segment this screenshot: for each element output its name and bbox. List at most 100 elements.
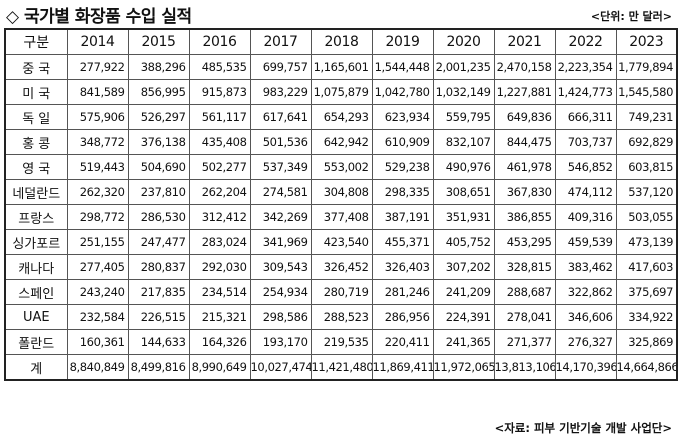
- cell: 11,869,411: [371, 354, 434, 381]
- row-label: 스페인: [4, 279, 68, 305]
- cell: 286,530: [127, 204, 190, 230]
- row-label: 싱가포르: [4, 229, 68, 255]
- cell: 288,523: [310, 304, 373, 330]
- cell: 388,296: [127, 54, 190, 80]
- cell: 666,311: [554, 104, 617, 130]
- cell: 193,170: [249, 329, 312, 355]
- cell: 553,002: [310, 154, 373, 180]
- row-label: 영 국: [4, 154, 68, 180]
- cell: 504,690: [127, 154, 190, 180]
- cell: 14,664,866: [615, 354, 678, 381]
- cell: 13,813,106: [493, 354, 556, 381]
- cell: 537,120: [615, 179, 678, 205]
- cell: 1,075,879: [310, 79, 373, 105]
- cell: 328,815: [493, 254, 556, 280]
- cell: 377,408: [310, 204, 373, 230]
- row-label: UAE: [4, 304, 68, 330]
- cell: 342,269: [249, 204, 312, 230]
- data-row: 폴란드 160,361 144,633 164,326 193,170 219,535 22…: [4, 329, 678, 355]
- cell: 459,539: [554, 229, 617, 255]
- cell: 575,906: [66, 104, 129, 130]
- cell: 286,956: [371, 304, 434, 330]
- cell: 559,795: [432, 104, 495, 130]
- cell: 1,165,601: [310, 54, 373, 80]
- row-label: 중 국: [4, 54, 68, 80]
- cell: 1,227,881: [493, 79, 556, 105]
- cell: 243,240: [66, 279, 129, 305]
- cell: 144,633: [127, 329, 190, 355]
- cell: 856,995: [127, 79, 190, 105]
- cell: 322,862: [554, 279, 617, 305]
- cell: 502,277: [188, 154, 251, 180]
- cell: 298,586: [249, 304, 312, 330]
- cell: 409,316: [554, 204, 617, 230]
- cell: 423,540: [310, 229, 373, 255]
- cell: 220,411: [371, 329, 434, 355]
- import-table: 구분 2014 2015 2016 2017 2018 2019 2020 2021 2022 20…: [4, 28, 678, 381]
- cell: 217,835: [127, 279, 190, 305]
- cell: 226,515: [127, 304, 190, 330]
- row-label: 미 국: [4, 79, 68, 105]
- cell: 1,779,894: [615, 54, 678, 80]
- cell: 304,808: [310, 179, 373, 205]
- cell: 749,231: [615, 104, 678, 130]
- cell: 490,976: [432, 154, 495, 180]
- cell: 278,041: [493, 304, 556, 330]
- cell: 298,335: [371, 179, 434, 205]
- data-row: 스페인 243,240 217,835 234,514 254,934 280,719 28…: [4, 279, 678, 305]
- cell: 11,972,065: [432, 354, 495, 381]
- cell: 841,589: [66, 79, 129, 105]
- cell: 277,922: [66, 54, 129, 80]
- cell: 2016: [188, 28, 251, 55]
- cell: 367,830: [493, 179, 556, 205]
- cell: 832,107: [432, 129, 495, 155]
- cell: 2014: [66, 28, 129, 55]
- data-row: UAE 232,584 226,515 215,321 298,586 288,523 28…: [4, 304, 678, 330]
- row-label: 캐나다: [4, 254, 68, 280]
- cell: 276,327: [554, 329, 617, 355]
- cell: 2,001,235: [432, 54, 495, 80]
- cell: 232,584: [66, 304, 129, 330]
- cell: 473,139: [615, 229, 678, 255]
- cell: 1,545,580: [615, 79, 678, 105]
- cell: 309,543: [249, 254, 312, 280]
- cell: 241,209: [432, 279, 495, 305]
- cell: 2,223,354: [554, 54, 617, 80]
- cell: 241,365: [432, 329, 495, 355]
- cell: 348,772: [66, 129, 129, 155]
- cell: 375,697: [615, 279, 678, 305]
- cell: 546,852: [554, 154, 617, 180]
- cell: 537,349: [249, 154, 312, 180]
- cell: 2022: [554, 28, 617, 55]
- cell: 455,371: [371, 229, 434, 255]
- data-row: 홍 콩 348,772 376,138 435,408 501,536 642,942 61…: [4, 129, 678, 155]
- cell: 983,229: [249, 79, 312, 105]
- cell: 326,452: [310, 254, 373, 280]
- cell: 283,024: [188, 229, 251, 255]
- data-row: 프랑스 298,772 286,530 312,412 342,269 377,408 38…: [4, 204, 678, 230]
- cell: 405,752: [432, 229, 495, 255]
- cell: 703,737: [554, 129, 617, 155]
- cell: 280,719: [310, 279, 373, 305]
- cell: 224,391: [432, 304, 495, 330]
- cell: 1,544,448: [371, 54, 434, 80]
- cell: 251,155: [66, 229, 129, 255]
- unit-note: <단위: 만 달러>: [590, 10, 672, 23]
- row-label: 홍 콩: [4, 129, 68, 155]
- cell: 351,931: [432, 204, 495, 230]
- cell: 247,477: [127, 229, 190, 255]
- cell: 274,581: [249, 179, 312, 205]
- cell: 387,191: [371, 204, 434, 230]
- cell: 603,815: [615, 154, 678, 180]
- cell: 1,424,773: [554, 79, 617, 105]
- cell: 160,361: [66, 329, 129, 355]
- cell: 164,326: [188, 329, 251, 355]
- cell: 326,403: [371, 254, 434, 280]
- cell: 2023: [615, 28, 678, 55]
- cell: 2020: [432, 28, 495, 55]
- cell: 277,405: [66, 254, 129, 280]
- data-row: 독 일 575,906 526,297 561,117 617,641 654,293 62…: [4, 104, 678, 130]
- cell: 341,969: [249, 229, 312, 255]
- cell: 844,475: [493, 129, 556, 155]
